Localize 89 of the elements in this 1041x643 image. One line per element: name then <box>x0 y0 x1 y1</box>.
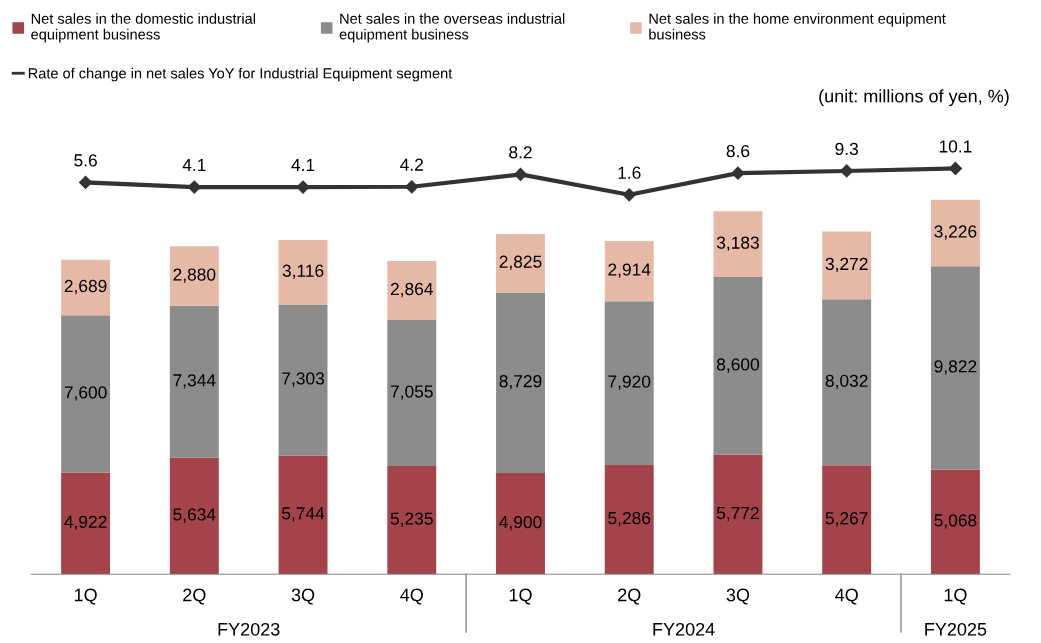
bar <box>713 454 763 575</box>
bar <box>169 457 219 575</box>
bar <box>496 472 545 575</box>
data-label: 8,600 <box>716 358 759 373</box>
point <box>622 188 636 202</box>
bar <box>278 240 328 305</box>
point <box>840 164 854 178</box>
bar <box>61 472 111 575</box>
data-label: 5,772 <box>716 506 759 522</box>
x-tick-label: 1Q <box>74 588 97 605</box>
point <box>513 167 528 181</box>
data-label: 4.1 <box>182 159 206 171</box>
bar <box>604 301 654 465</box>
bar <box>496 292 545 473</box>
data-label: 5.6 <box>74 154 97 167</box>
bar <box>713 277 763 455</box>
point <box>296 180 310 194</box>
data-label: 9,822 <box>934 360 977 375</box>
x-tick-label: 3Q <box>291 588 315 605</box>
data-label: 5,267 <box>825 512 868 527</box>
bar <box>278 304 328 456</box>
data-label: 2,689 <box>64 279 107 295</box>
bar <box>930 266 980 470</box>
point <box>79 175 93 190</box>
bar <box>930 199 980 267</box>
x-tick-label: 4Q <box>835 588 858 605</box>
data-label: 9.3 <box>835 142 858 156</box>
data-label: 5,235 <box>390 512 433 527</box>
bar <box>387 465 437 575</box>
data-label: 10.1 <box>939 140 972 153</box>
bar <box>822 465 872 575</box>
data-label: 7,344 <box>173 374 216 389</box>
data-label: 3,272 <box>825 257 868 273</box>
data-label: 4.2 <box>400 158 423 171</box>
legend-label: Net sales in the domestic industrial equipment business <box>31 13 255 43</box>
text: FY2023 <box>218 622 280 636</box>
bar <box>930 469 980 575</box>
bar <box>387 320 437 466</box>
legend-label: Rate of change in net sales YoY for Industrial Equipment segment <box>28 67 453 82</box>
data-label: 7,055 <box>390 385 433 400</box>
point <box>405 180 419 194</box>
data-label: 5,744 <box>282 507 325 522</box>
point <box>731 166 745 180</box>
data-label: 4,922 <box>64 515 107 531</box>
bar <box>604 464 654 575</box>
text: FY2025 <box>925 622 987 636</box>
data-label: 3,183 <box>716 236 759 251</box>
data-label: 8,729 <box>499 375 542 390</box>
bar <box>822 231 872 300</box>
bar <box>278 455 328 575</box>
data-label: 4.1 <box>291 159 315 171</box>
data-label: 8.6 <box>726 144 750 158</box>
bar <box>61 315 111 473</box>
data-label: 2,825 <box>499 255 542 270</box>
bar <box>169 246 219 306</box>
text: (unit: millions of yen, %) <box>819 89 1009 107</box>
legend-label: Net sales in the overseas industrial equipment business <box>339 13 565 43</box>
x-tick-label: 1Q <box>944 588 967 605</box>
data-label: 7,303 <box>282 372 325 387</box>
data-label: 2,914 <box>608 263 651 278</box>
bar <box>822 299 872 466</box>
legend-label: Net sales in the home environment equipment business <box>649 13 946 40</box>
x-tick-label: 3Q <box>726 588 750 605</box>
data-label: 5,068 <box>934 514 977 529</box>
data-label: 5,634 <box>173 508 216 523</box>
x-tick-label: 2Q <box>618 588 641 605</box>
bar <box>713 211 763 278</box>
bar <box>61 259 111 316</box>
data-label: 3,226 <box>934 225 977 240</box>
bar <box>169 305 219 458</box>
x-tick-label: 1Q <box>509 588 532 605</box>
point <box>187 180 201 194</box>
data-label: 8,032 <box>825 374 868 389</box>
data-label: 5,286 <box>608 511 651 527</box>
data-label: 2,880 <box>173 268 216 283</box>
data-label: 1.6 <box>618 166 641 179</box>
bar <box>387 260 437 321</box>
bar <box>604 240 654 302</box>
data-label: 2,864 <box>390 282 433 298</box>
data-label: 4,900 <box>499 515 542 531</box>
bar <box>496 234 545 293</box>
text: FY2024 <box>653 622 715 636</box>
x-tick-label: 4Q <box>400 588 423 605</box>
data-label: 8.2 <box>509 146 532 159</box>
data-label: 7,920 <box>608 375 651 390</box>
x-tick-label: 2Q <box>183 588 206 605</box>
data-label: 7,600 <box>64 386 107 401</box>
data-label: 3,116 <box>282 264 324 279</box>
point <box>948 161 962 176</box>
